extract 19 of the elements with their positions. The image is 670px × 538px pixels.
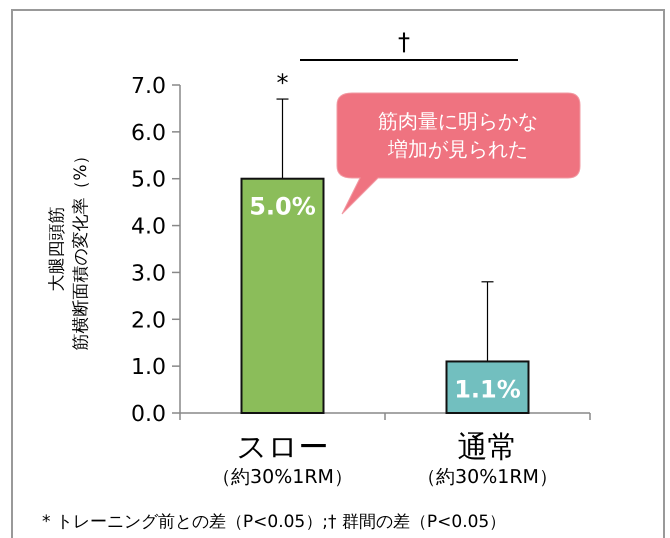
- y-tick-label: 4.0: [131, 214, 166, 240]
- data-label: 1.1%: [454, 375, 521, 404]
- y-tick-label: 1.0: [131, 355, 166, 380]
- y-tick-label: 5.0: [131, 168, 166, 193]
- x-tick-label: 通常: [458, 430, 518, 465]
- y-tick-label: 0.0: [131, 402, 166, 427]
- y-axis-title: 大腿四頭筋筋横断面積の変化率（%）: [47, 147, 91, 351]
- text: （約30%1RM）: [212, 466, 353, 488]
- text: （約30%1RM）: [417, 466, 558, 488]
- y-tick-label: 7.0: [131, 74, 166, 99]
- y-tick-label: 2.0: [131, 308, 166, 334]
- text: †: [398, 28, 410, 56]
- annotation: 筋肉量に明らかな増加が見られた: [378, 109, 538, 161]
- y-tick-label: 3.0: [131, 261, 166, 286]
- x-tick-label: スロー: [236, 430, 328, 465]
- text: * トレーニング前との差（P<0.05）;† 群間の差（P<0.05）: [42, 512, 506, 532]
- annotation: *: [276, 69, 288, 98]
- y-tick-label: 6.0: [131, 120, 166, 146]
- data-label: 5.0%: [249, 192, 316, 221]
